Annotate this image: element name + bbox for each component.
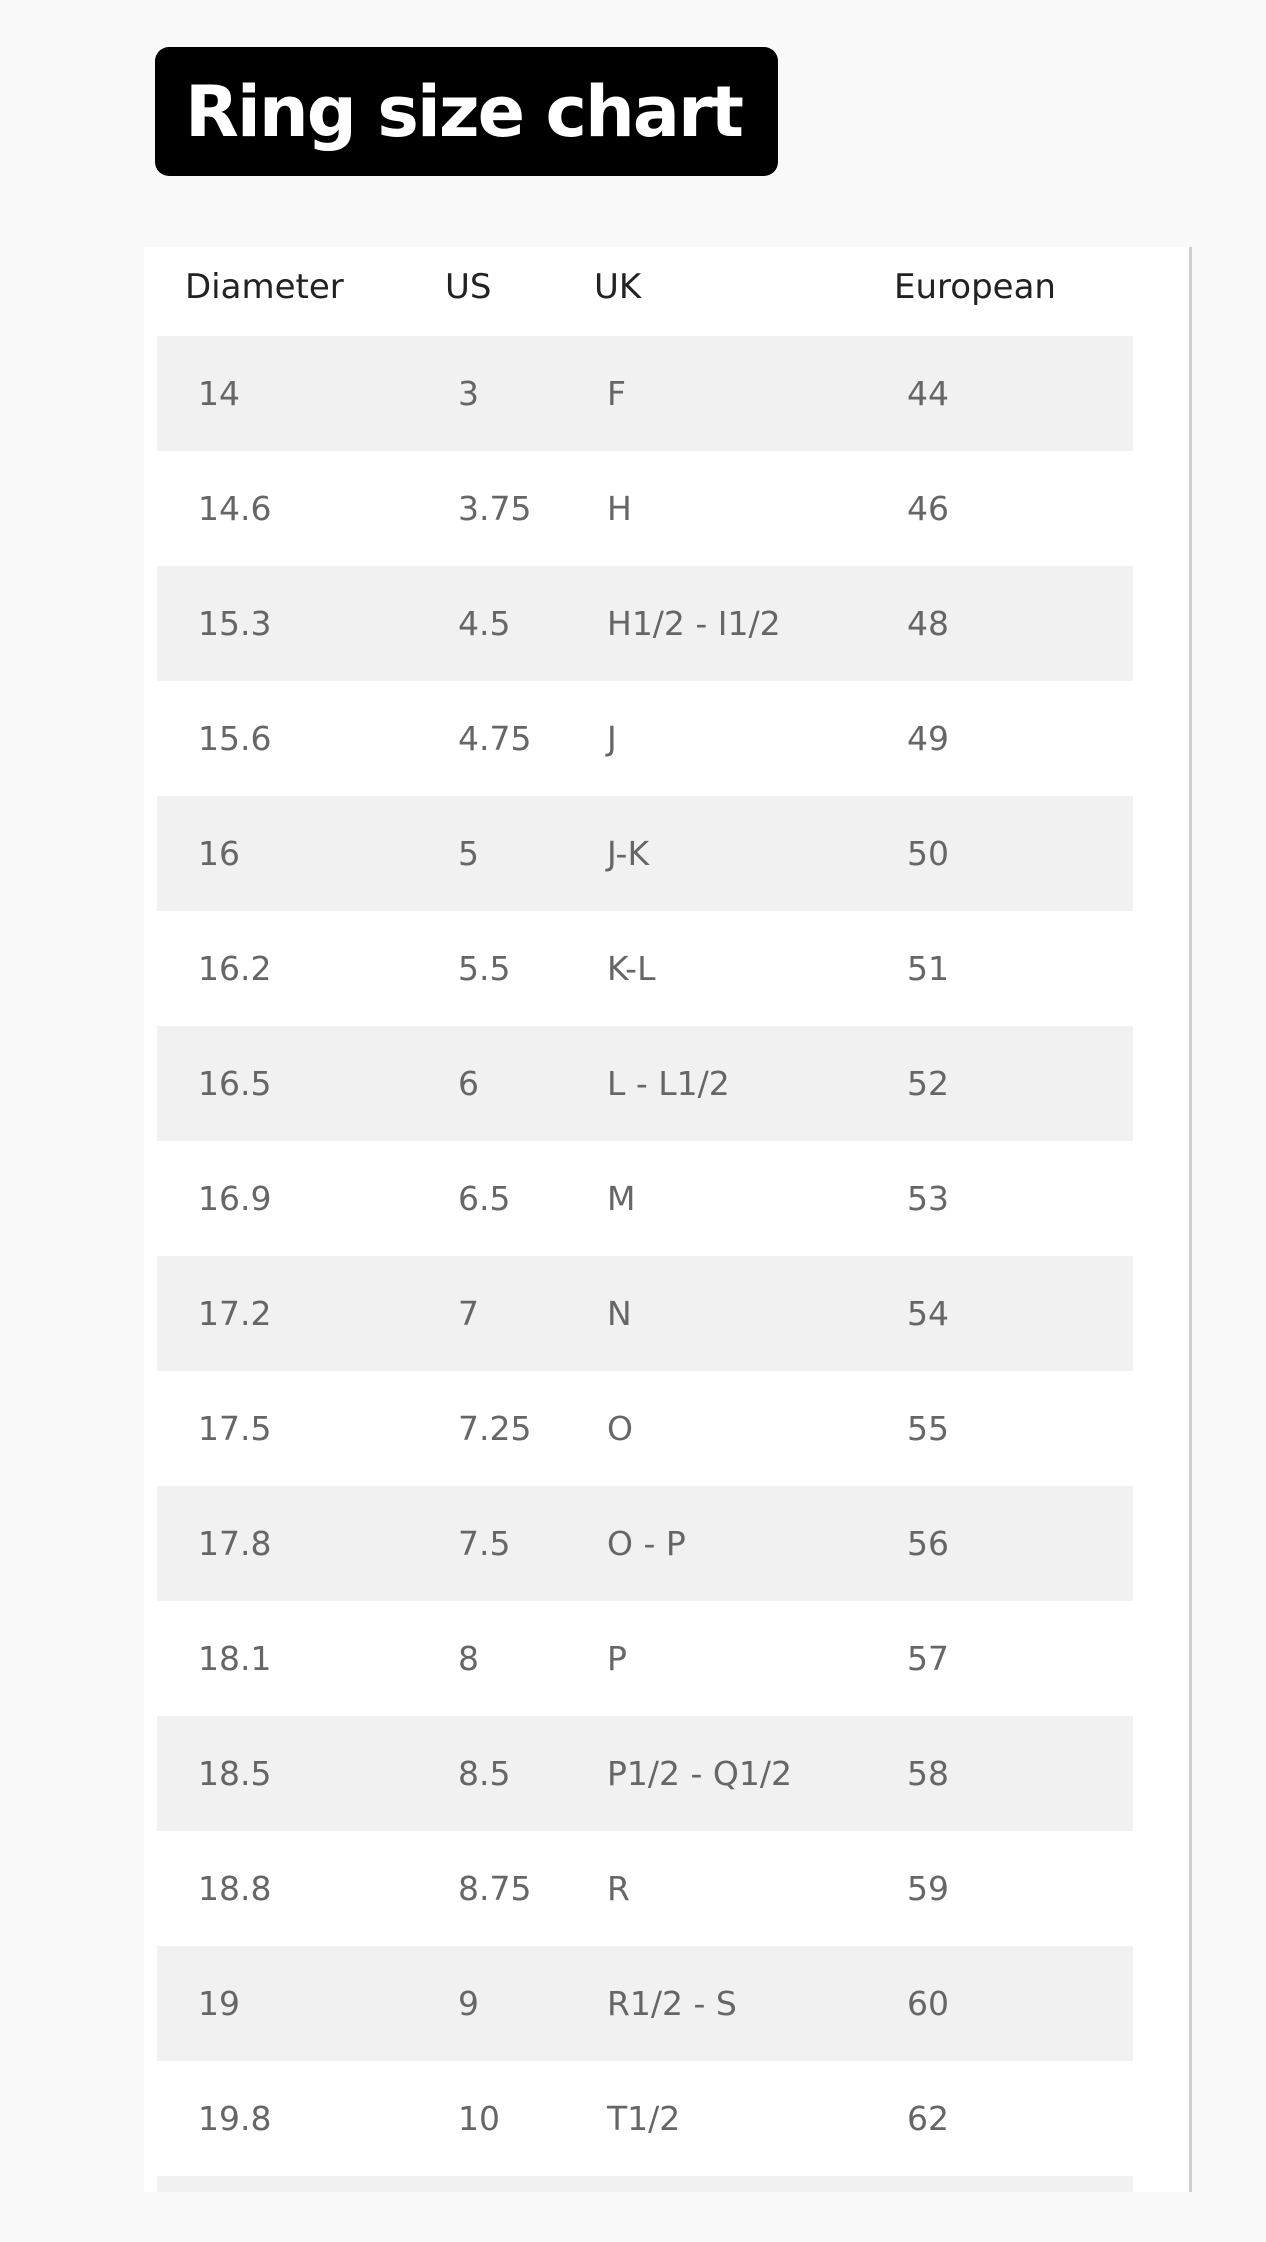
cell-diameter: 17.2 [198, 1294, 272, 1333]
cell-uk: J-K [607, 834, 650, 873]
cell-uk: L - L1/2 [607, 1064, 730, 1103]
cell-uk: T1/2 [607, 2099, 681, 2138]
header-european: European [894, 267, 1056, 307]
cell-diameter: 19 [198, 1984, 240, 2023]
cell-uk: P1/2 - Q1/2 [607, 1754, 792, 1793]
cell-us: 4.5 [458, 604, 511, 643]
title-banner: Ring size chart [155, 47, 778, 176]
table-row: 14 3 F 44 [157, 336, 1133, 451]
cell-us: 4.75 [458, 719, 532, 758]
cell-us: 7.25 [458, 1409, 532, 1448]
cell-diameter: 15.6 [198, 719, 272, 758]
cell-us: 5 [458, 834, 479, 873]
cell-diameter: 16 [198, 834, 240, 873]
table-row: 17.2 7 N 54 [157, 1256, 1133, 1371]
table-row: 15.3 4.5 H1/2 - I1/2 48 [157, 566, 1133, 681]
cell-uk: R1/2 - S [607, 1984, 737, 2023]
header-us: US [445, 267, 492, 307]
cell-diameter: 17.5 [198, 1409, 272, 1448]
cell-diameter: 18.1 [198, 1639, 272, 1678]
table-row: 16 5 J-K 50 [157, 796, 1133, 911]
table-row: 17.8 7.5 O - P 56 [157, 1486, 1133, 1601]
cell-diameter: 17.8 [198, 1524, 272, 1563]
cell-european: 44 [907, 374, 949, 413]
ring-size-table: Diameter US UK European 14 3 F 44 14.6 3.75 H 4… [144, 247, 1192, 2192]
cell-european: 53 [907, 1179, 949, 1218]
cell-us: 3 [458, 374, 479, 413]
header-uk: UK [594, 267, 642, 307]
cell-uk: J [607, 719, 617, 758]
cell-uk: M [607, 1179, 636, 1218]
cell-diameter: 14.6 [198, 489, 272, 528]
header-diameter: Diameter [185, 267, 344, 307]
cell-us: 6.5 [458, 1179, 511, 1218]
cell-diameter: 19.8 [198, 2099, 272, 2138]
cell-us: 3.75 [458, 489, 532, 528]
table-row: 16.9 6.5 M 53 [157, 1141, 1133, 1256]
cell-diameter: 16.2 [198, 949, 272, 988]
cell-diameter: 16.9 [198, 1179, 272, 1218]
cell-european: 48 [907, 604, 949, 643]
cell-us: 8.5 [458, 1754, 511, 1793]
cell-uk: H1/2 - I1/2 [607, 604, 781, 643]
cell-european: 49 [907, 719, 949, 758]
cell-us: 8 [458, 1639, 479, 1678]
cell-us: 8.75 [458, 1869, 532, 1908]
table-row: 18.5 8.5 P1/2 - Q1/2 58 [157, 1716, 1133, 1831]
cell-european: 62 [907, 2099, 949, 2138]
cell-european: 46 [907, 489, 949, 528]
cell-european: 56 [907, 1524, 949, 1563]
cell-european: 57 [907, 1639, 949, 1678]
cell-uk: F [607, 374, 626, 413]
cell-uk: P [607, 1639, 627, 1678]
cell-us: 9 [458, 1984, 479, 2023]
cell-european: 58 [907, 1754, 949, 1793]
cell-uk: K-L [607, 949, 656, 988]
table-row: 15.6 4.75 J 49 [157, 681, 1133, 796]
table-row: 19.8 10 T1/2 62 [157, 2061, 1133, 2176]
table-row: 14.6 3.75 H 46 [157, 451, 1133, 566]
cell-uk: O - P [607, 1524, 686, 1563]
cell-european: 51 [907, 949, 949, 988]
cell-european: 52 [907, 1064, 949, 1103]
table-row: 17.5 7.25 O 55 [157, 1371, 1133, 1486]
cell-diameter: 15.3 [198, 604, 272, 643]
table-row-partial [157, 2176, 1133, 2192]
cell-european: 50 [907, 834, 949, 873]
cell-uk: H [607, 489, 632, 528]
table-header: Diameter US UK European [144, 247, 1189, 336]
cell-us: 7.5 [458, 1524, 511, 1563]
cell-us: 5.5 [458, 949, 511, 988]
page-title: Ring size chart [185, 71, 744, 153]
cell-european: 54 [907, 1294, 949, 1333]
cell-uk: N [607, 1294, 632, 1333]
cell-us: 7 [458, 1294, 479, 1333]
table-row: 19 9 R1/2 - S 60 [157, 1946, 1133, 2061]
table-row: 16.5 6 L - L1/2 52 [157, 1026, 1133, 1141]
cell-european: 60 [907, 1984, 949, 2023]
cell-diameter: 16.5 [198, 1064, 272, 1103]
cell-uk: R [607, 1869, 630, 1908]
cell-european: 59 [907, 1869, 949, 1908]
cell-european: 55 [907, 1409, 949, 1448]
cell-us: 6 [458, 1064, 479, 1103]
table-row: 18.1 8 P 57 [157, 1601, 1133, 1716]
cell-diameter: 14 [198, 374, 240, 413]
cell-uk: O [607, 1409, 633, 1448]
table-row: 18.8 8.75 R 59 [157, 1831, 1133, 1946]
cell-us: 10 [458, 2099, 500, 2138]
table-row: 16.2 5.5 K-L 51 [157, 911, 1133, 1026]
cell-diameter: 18.8 [198, 1869, 272, 1908]
cell-diameter: 18.5 [198, 1754, 272, 1793]
